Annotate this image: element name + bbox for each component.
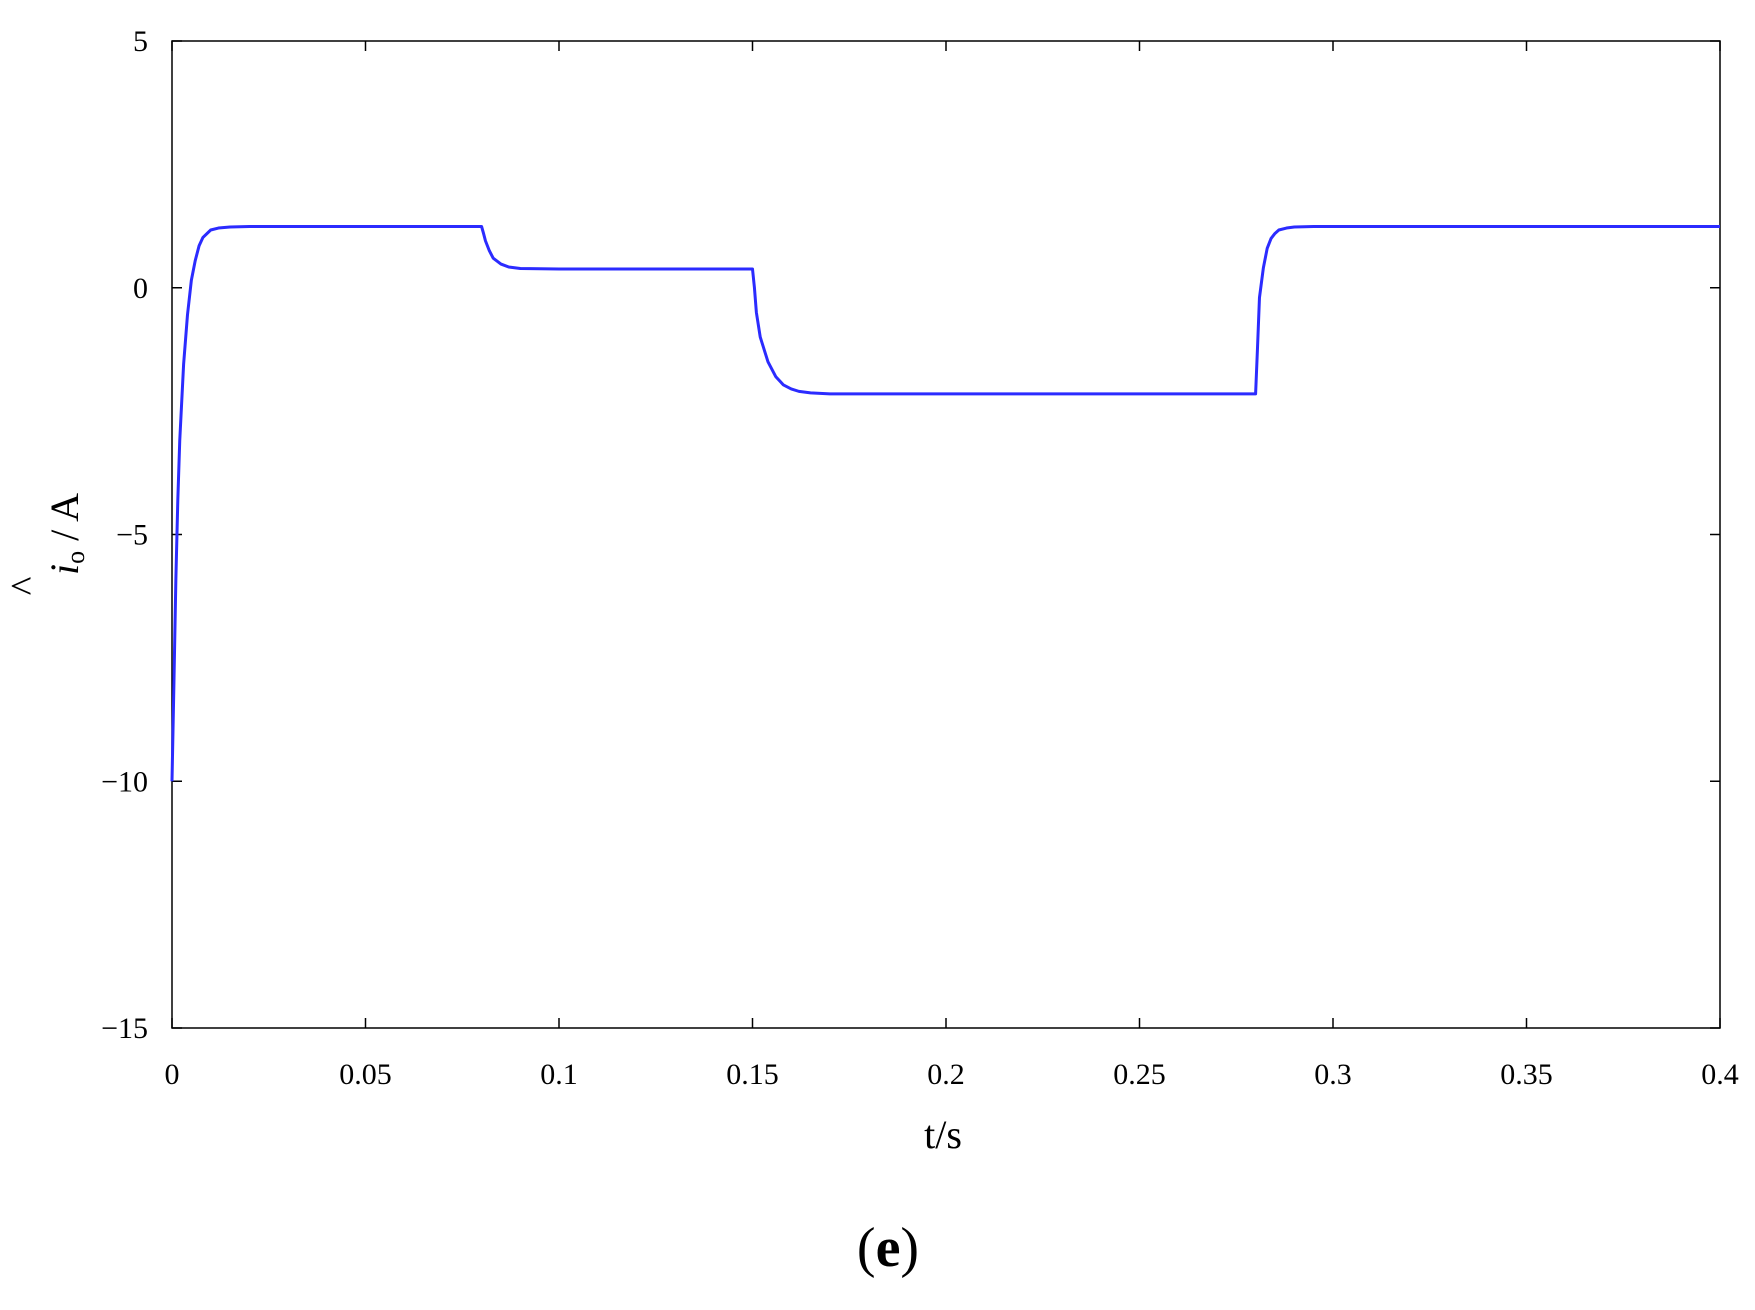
plot-area-frame bbox=[171, 40, 1721, 1029]
svg-text:io / A: io / A bbox=[42, 493, 90, 575]
x-tick-label: 0 bbox=[165, 1058, 180, 1091]
y-tick-label: −10 bbox=[101, 765, 148, 798]
x-tick-label: 0.3 bbox=[1314, 1058, 1352, 1091]
y-axis-title: io / A ^ bbox=[2, 493, 90, 595]
x-axis-title: t/s bbox=[924, 1112, 962, 1157]
x-tick-label: 0.25 bbox=[1113, 1058, 1166, 1091]
x-tick-label: 0.15 bbox=[726, 1058, 779, 1091]
y-axis-title-hat: ^ bbox=[2, 576, 47, 595]
axis-tick-labels: 0 0.05 0.1 0.15 0.2 0.25 0.3 0.35 0.4 5 0 −5 −10 −15 bbox=[101, 25, 1739, 1091]
x-tick-label: 0.05 bbox=[339, 1058, 392, 1091]
y-tick-label: −15 bbox=[101, 1012, 148, 1045]
y-tick-label: 0 bbox=[133, 272, 148, 305]
y-axis-title-symbol: i bbox=[42, 564, 87, 575]
y-axis-title-subscript: o bbox=[61, 551, 90, 564]
x-tick-label: 0.4 bbox=[1701, 1058, 1739, 1091]
y-axis-title-unit: / A bbox=[42, 493, 87, 551]
x-tick-label: 0.2 bbox=[927, 1058, 965, 1091]
y-tick-label: −5 bbox=[116, 519, 148, 552]
panel-label: (e) bbox=[857, 1217, 919, 1279]
x-tick-label: 0.1 bbox=[540, 1058, 578, 1091]
y-tick-label: 5 bbox=[133, 25, 148, 58]
axis-ticks bbox=[171, 40, 1721, 1029]
x-tick-label: 0.35 bbox=[1500, 1058, 1553, 1091]
series-line bbox=[170, 225, 1720, 782]
